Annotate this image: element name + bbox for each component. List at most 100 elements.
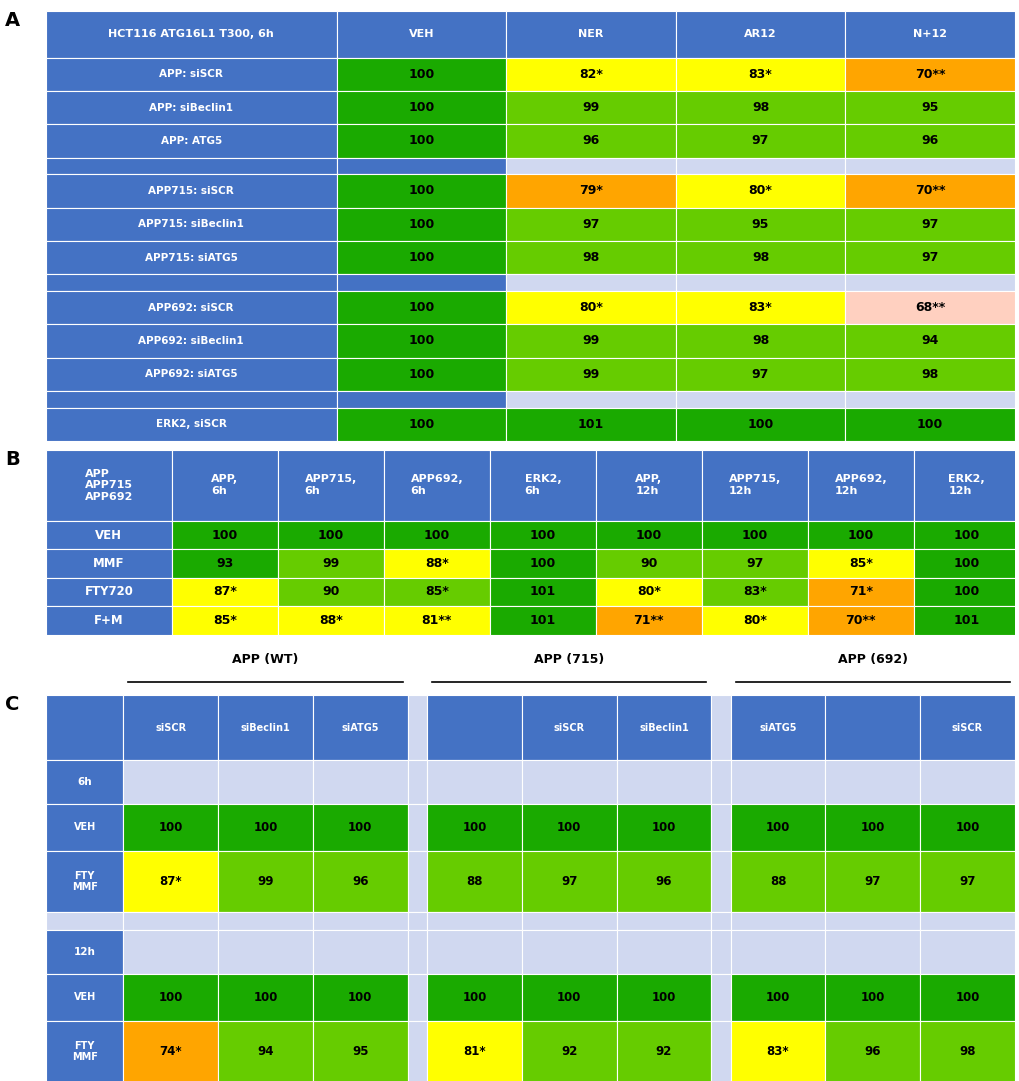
FancyBboxPatch shape [336,57,505,91]
Text: 87*: 87* [159,875,182,888]
Text: siATG5: siATG5 [341,722,379,733]
FancyBboxPatch shape [913,549,1019,577]
Text: 81*: 81* [463,1045,485,1058]
FancyBboxPatch shape [218,930,313,974]
FancyBboxPatch shape [522,912,615,930]
Text: 101: 101 [953,614,979,627]
FancyBboxPatch shape [46,208,336,241]
FancyBboxPatch shape [313,912,408,930]
FancyBboxPatch shape [675,208,845,241]
FancyBboxPatch shape [824,851,919,912]
FancyBboxPatch shape [336,391,505,408]
FancyBboxPatch shape [522,1020,615,1081]
FancyBboxPatch shape [313,695,408,760]
FancyBboxPatch shape [919,930,1014,974]
Text: 100: 100 [212,529,237,542]
Text: 100: 100 [462,990,486,1003]
FancyBboxPatch shape [427,851,522,912]
FancyBboxPatch shape [427,930,522,974]
Text: 100: 100 [423,529,449,542]
Text: siBeclin1: siBeclin1 [240,722,290,733]
Text: 71**: 71** [633,614,663,627]
FancyBboxPatch shape [595,549,701,577]
FancyBboxPatch shape [615,930,710,974]
FancyBboxPatch shape [46,324,336,358]
Text: ERK2,
12h: ERK2, 12h [948,475,984,496]
Text: 88: 88 [466,875,482,888]
Text: 70**: 70** [845,614,875,627]
FancyBboxPatch shape [595,606,701,635]
FancyBboxPatch shape [277,450,383,521]
Text: 74*: 74* [159,1045,182,1058]
Text: 88: 88 [769,875,786,888]
FancyBboxPatch shape [845,391,1014,408]
Text: 100: 100 [747,418,772,431]
Text: 70**: 70** [914,68,945,81]
FancyBboxPatch shape [845,91,1014,124]
FancyBboxPatch shape [313,803,408,851]
FancyBboxPatch shape [336,241,505,275]
FancyBboxPatch shape [595,521,701,549]
Text: FTY
MMF: FTY MMF [71,870,98,892]
Text: 100: 100 [529,529,555,542]
Text: APP715,
6h: APP715, 6h [305,475,357,496]
FancyBboxPatch shape [845,291,1014,324]
Text: 101: 101 [529,586,555,599]
FancyBboxPatch shape [408,695,427,760]
Text: 99: 99 [582,368,599,381]
Text: 80*: 80* [748,185,771,198]
Text: 100: 100 [651,820,676,833]
Text: APP715,
12h: APP715, 12h [728,475,781,496]
FancyBboxPatch shape [505,358,675,391]
FancyBboxPatch shape [675,241,845,275]
Text: 70**: 70** [914,185,945,198]
Text: 97: 97 [864,875,880,888]
Text: VEH: VEH [73,822,96,832]
FancyBboxPatch shape [46,358,336,391]
FancyBboxPatch shape [675,11,845,57]
Text: 100: 100 [955,990,979,1003]
Text: 97: 97 [560,875,577,888]
Text: 88*: 88* [425,557,448,570]
Text: 100: 100 [955,820,979,833]
Text: 100: 100 [408,334,434,347]
FancyBboxPatch shape [615,974,710,1020]
FancyBboxPatch shape [46,974,123,1020]
Text: 100: 100 [408,368,434,381]
Text: 100: 100 [347,820,372,833]
FancyBboxPatch shape [408,930,427,974]
FancyBboxPatch shape [824,695,919,760]
Text: VEH: VEH [73,992,96,1002]
FancyBboxPatch shape [123,760,218,803]
Text: 101: 101 [529,614,555,627]
FancyBboxPatch shape [46,241,336,275]
Text: 100: 100 [317,529,343,542]
FancyBboxPatch shape [824,930,919,974]
Text: APP692,
6h: APP692, 6h [410,475,463,496]
FancyBboxPatch shape [824,1020,919,1081]
FancyBboxPatch shape [408,974,427,1020]
Text: 6h: 6h [77,777,92,787]
Text: 98: 98 [582,251,599,264]
FancyBboxPatch shape [46,158,336,174]
FancyBboxPatch shape [218,851,313,912]
FancyBboxPatch shape [615,803,710,851]
FancyBboxPatch shape [807,577,913,606]
FancyBboxPatch shape [710,912,730,930]
Text: VEH: VEH [96,529,122,542]
Text: 100: 100 [635,529,661,542]
FancyBboxPatch shape [701,450,807,521]
Text: 100: 100 [651,990,676,1003]
Text: 68**: 68** [914,302,945,315]
FancyBboxPatch shape [913,606,1019,635]
FancyBboxPatch shape [505,241,675,275]
Text: APP,
12h: APP, 12h [635,475,661,496]
FancyBboxPatch shape [336,174,505,208]
Text: APP: ATG5: APP: ATG5 [160,136,222,146]
FancyBboxPatch shape [46,695,123,760]
FancyBboxPatch shape [218,1020,313,1081]
Text: 100: 100 [462,820,486,833]
FancyBboxPatch shape [505,208,675,241]
FancyBboxPatch shape [171,549,277,577]
Text: 97: 97 [582,217,599,230]
